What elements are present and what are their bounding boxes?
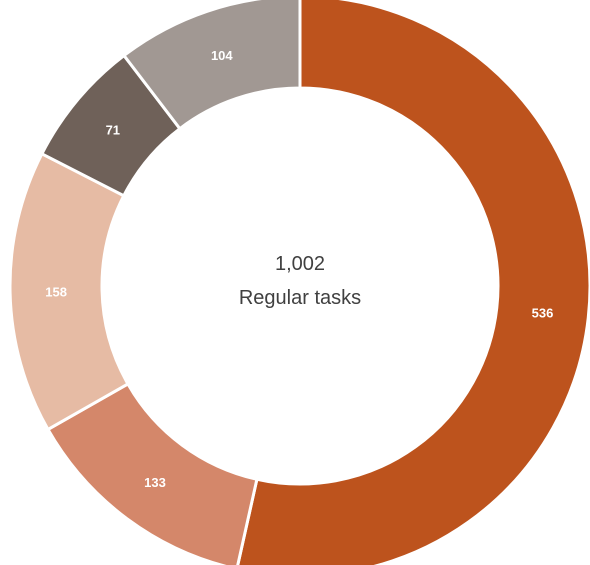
slice-labels-layer: 536 133 158 71 104: [45, 48, 553, 490]
slice-label-104: 104: [211, 48, 233, 63]
center-caption: Regular tasks: [239, 287, 361, 309]
slice-label-536: 536: [532, 306, 554, 321]
center-total-value: 1,002: [275, 253, 325, 275]
slices-layer: [8, 0, 590, 565]
donut-slice-158: [8, 151, 130, 432]
slice-label-71: 71: [106, 123, 120, 138]
donut-slice-104: [121, 0, 302, 131]
donut-slice-536: [236, 0, 590, 565]
slice-label-158: 158: [45, 284, 67, 299]
slice-label-133: 133: [144, 475, 166, 490]
